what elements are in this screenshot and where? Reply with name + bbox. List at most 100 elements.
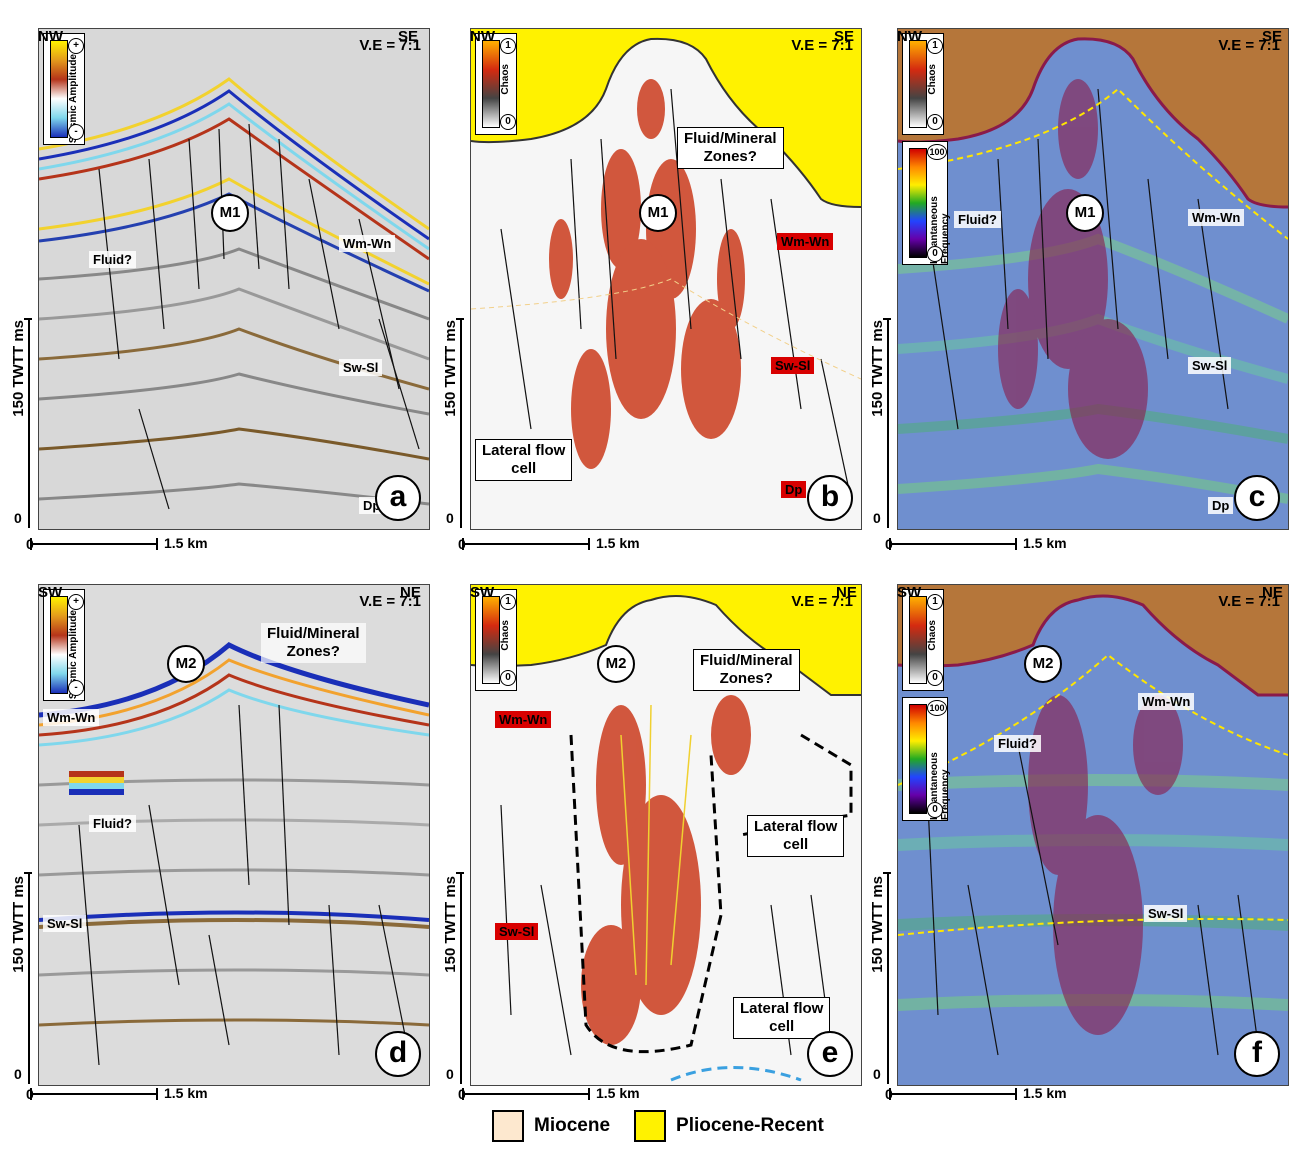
legend-bottom-label: 0 xyxy=(927,670,943,686)
mound-marker: M2 xyxy=(597,645,635,683)
chaos-colorbar xyxy=(909,40,927,128)
callout-line-2: Zones? xyxy=(719,670,773,687)
miocene-swatch xyxy=(492,1110,524,1142)
seismic-amplitude-section xyxy=(39,585,429,1085)
horizon-wm-wn: Wm-Wn xyxy=(777,233,834,250)
seismic-amplitude-section xyxy=(39,29,429,529)
frequency-chaos-section xyxy=(898,585,1288,1085)
panel-letter: f xyxy=(1234,1031,1280,1077)
scale-bar-label: 1.5 km xyxy=(1023,535,1067,551)
time-axis xyxy=(887,318,889,528)
time-axis-tick xyxy=(456,318,464,320)
chaos-legend: Chaos 1 0 xyxy=(475,589,517,691)
chaos-legend: Chaos 1 0 xyxy=(902,589,944,691)
vertical-exaggeration: V.E = 7:1 xyxy=(359,37,421,54)
callout-line-1: Fluid/Mineral xyxy=(684,130,777,147)
vertical-exaggeration: V.E = 7:1 xyxy=(1218,593,1280,610)
scale-bar: 1.5 km xyxy=(462,535,662,551)
callout-line-2: cell xyxy=(783,836,809,853)
fluid-label: Fluid? xyxy=(954,211,1001,228)
fluid-mineral-callout: Fluid/Mineral Zones? xyxy=(693,649,800,691)
time-axis-tick xyxy=(883,318,891,320)
scale-zero: 0 xyxy=(26,1086,34,1102)
scale-bar: 1.5 km xyxy=(889,1085,1089,1101)
fluid-label: Fluid? xyxy=(994,735,1041,752)
panel-c: V.E = 7:1 Chaos 1 0 Instantaneous Freque… xyxy=(897,28,1289,530)
direction-left: NW xyxy=(470,28,495,45)
time-axis xyxy=(28,872,30,1084)
axis-zero: 0 xyxy=(873,1066,881,1082)
direction-right: SE xyxy=(834,28,855,45)
time-axis-tick xyxy=(883,872,891,874)
horizon-wm-wn: Wm-Wn xyxy=(1138,693,1195,710)
amplitude-colorbar xyxy=(50,596,68,694)
legend-title: Chaos xyxy=(927,64,938,95)
mound-marker: M1 xyxy=(639,194,677,232)
horizon-wm-wn: Wm-Wn xyxy=(339,235,396,252)
legend-title: Chaos xyxy=(500,64,511,95)
scale-bar: 1.5 km xyxy=(889,535,1089,551)
scale-bar: 1.5 km xyxy=(30,535,230,551)
legend-top-label: + xyxy=(68,594,84,610)
direction-right: SE xyxy=(1262,28,1283,45)
frequency-colorbar xyxy=(909,148,927,258)
time-axis-label: 150 TWTT ms xyxy=(442,876,459,973)
panel-letter: e xyxy=(807,1031,853,1077)
frequency-legend: Instantaneous Frequency 100 0 xyxy=(902,141,951,265)
scale-zero: 0 xyxy=(885,1086,893,1102)
miocene-label: Miocene xyxy=(534,1115,611,1136)
time-axis-label: 150 TWTT ms xyxy=(10,320,27,417)
scale-bar-label: 1.5 km xyxy=(164,535,208,551)
panel-a: V.E = 7:1 Seismic Amplitude + - M1 Fluid… xyxy=(38,28,430,530)
legend-bottom-label: - xyxy=(68,124,84,140)
scale-bar-label: 1.5 km xyxy=(596,1085,640,1101)
horizon-sw-sl: Sw-Sl xyxy=(771,357,815,374)
time-axis-label: 150 TWTT ms xyxy=(442,320,459,417)
scale-bar-label: 1.5 km xyxy=(164,1085,208,1101)
scale-bar-label: 1.5 km xyxy=(1023,1085,1067,1101)
horizon-sw-sl: Sw-Sl xyxy=(339,359,383,376)
callout-line-2: cell xyxy=(511,460,537,477)
callout-line-2: Zones? xyxy=(703,148,757,165)
legend-bottom-label: 0 xyxy=(927,114,943,130)
mound-marker: M2 xyxy=(1024,645,1062,683)
callout-line-1: Lateral flow xyxy=(740,1000,824,1017)
mound-marker: M1 xyxy=(1066,194,1104,232)
direction-left: SW xyxy=(897,584,922,601)
scale-bar: 1.5 km xyxy=(462,1085,662,1101)
lateral-flow-callout-lower: Lateral flow cell xyxy=(733,997,831,1039)
panel-b: V.E = 7:1 Chaos 1 0 Fluid/Mineral Zones?… xyxy=(470,28,862,530)
legend-bottom-label: - xyxy=(68,680,84,696)
callout-line-1: Lateral flow xyxy=(754,818,838,835)
legend-top-label: 100 xyxy=(927,144,947,160)
scale-bar: 1.5 km xyxy=(30,1085,230,1101)
vertical-exaggeration: V.E = 7:1 xyxy=(359,593,421,610)
horizon-wm-wn: Wm-Wn xyxy=(43,709,100,726)
time-axis-tick xyxy=(24,318,32,320)
direction-right: NE xyxy=(400,584,421,601)
time-axis-label: 150 TWTT ms xyxy=(10,876,27,973)
direction-left: SW xyxy=(470,584,495,601)
callout-line-1: Fluid/Mineral xyxy=(700,652,793,669)
chaos-legend: Chaos 1 0 xyxy=(475,33,517,135)
time-axis xyxy=(28,318,30,528)
fluid-mineral-callout: Fluid/Mineral Zones? xyxy=(677,127,784,169)
fluid-mineral-callout: Fluid/Mineral Zones? xyxy=(261,623,366,663)
axis-zero: 0 xyxy=(446,1066,454,1082)
horizon-dp: Dp xyxy=(1208,497,1234,514)
legend-top-label: 1 xyxy=(500,38,516,54)
time-axis xyxy=(887,872,889,1084)
frequency-chaos-section xyxy=(898,29,1288,529)
horizon-dp: Dp xyxy=(781,481,807,498)
axis-zero: 0 xyxy=(873,510,881,526)
pliocene-label: Pliocene-Recent xyxy=(676,1115,824,1136)
time-axis xyxy=(460,872,462,1084)
legend-bottom-label: 0 xyxy=(927,802,943,818)
direction-right: NE xyxy=(836,584,857,601)
time-axis-label: 150 TWTT ms xyxy=(869,876,886,973)
time-axis-tick xyxy=(24,872,32,874)
pliocene-swatch xyxy=(634,1110,667,1142)
direction-left: SW xyxy=(38,584,63,601)
fluid-label: Fluid? xyxy=(89,251,136,268)
direction-left: NW xyxy=(38,28,63,45)
